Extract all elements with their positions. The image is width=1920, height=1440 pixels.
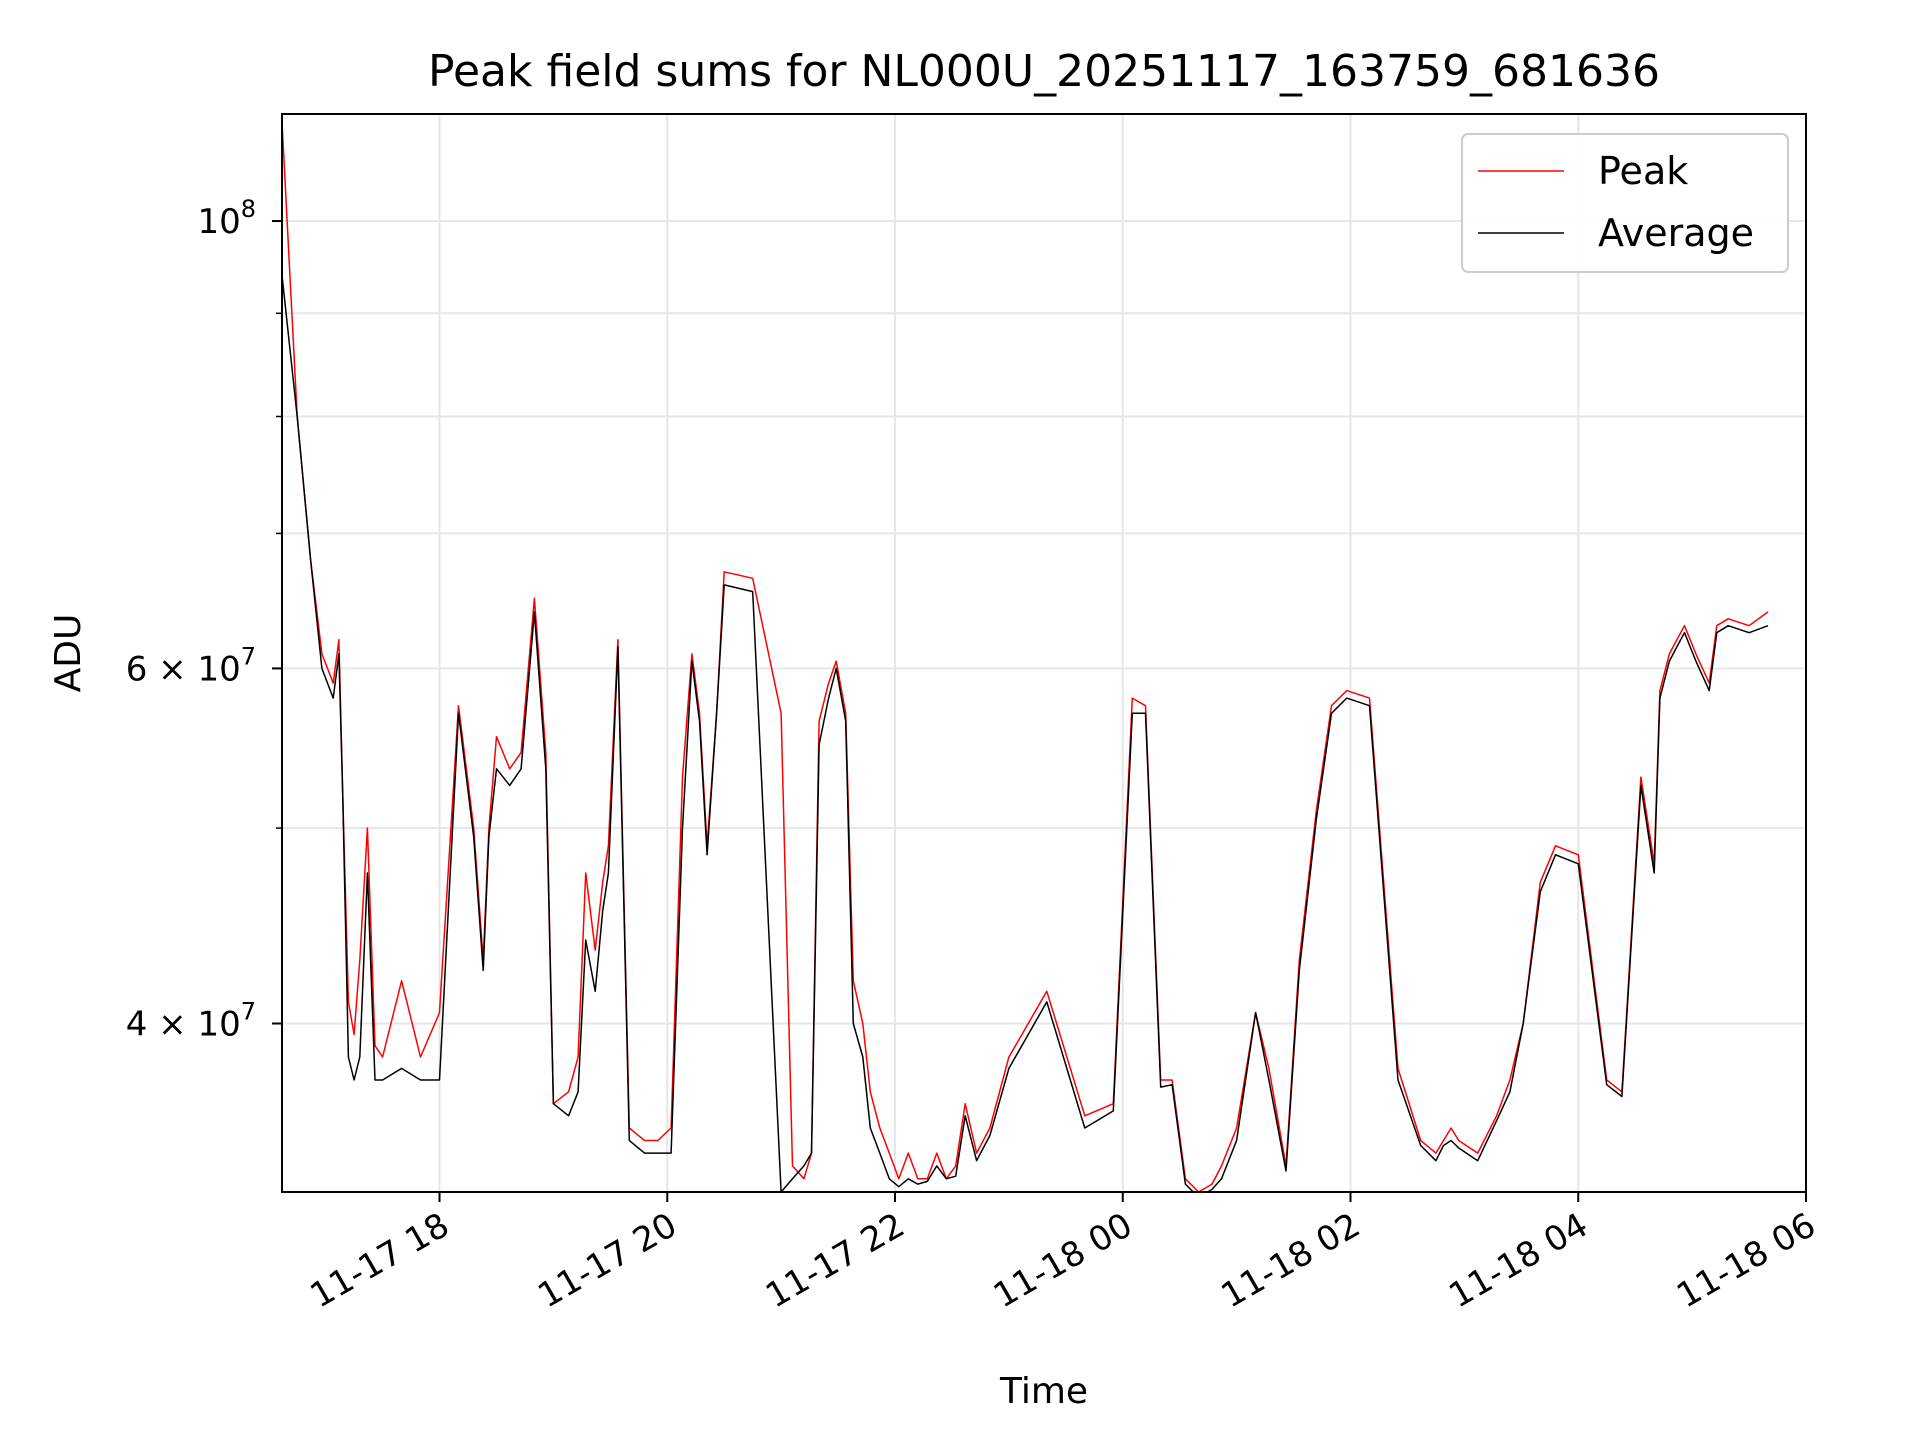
y-axis-label: ADU: [48, 614, 89, 693]
y-tick-label: 6 × 107: [126, 642, 256, 689]
legend-label-average: Average: [1598, 211, 1754, 255]
x-tick-label: 11-17 20: [531, 1205, 683, 1316]
grid: [282, 114, 1807, 1192]
x-axis-label: Time: [999, 1371, 1088, 1412]
legend: Peak Average: [1461, 133, 1789, 273]
plot-area: [282, 121, 1769, 1192]
y-tick-label: 4 × 107: [126, 998, 256, 1045]
series-line-peak: [282, 121, 1769, 1192]
x-tick-label: 11-18 04: [1442, 1205, 1594, 1316]
plot-frame: [281, 113, 1807, 1193]
chart-title: Peak field sums for NL000U_20251117_1637…: [428, 46, 1660, 97]
y-tick-label: 108: [197, 195, 256, 242]
series-line-average: [282, 275, 1769, 1192]
x-tick-label: 11-18 06: [1670, 1205, 1822, 1316]
legend-label-peak: Peak: [1598, 149, 1688, 193]
x-tick-label: 11-18 02: [1215, 1205, 1367, 1316]
legend-box: [1461, 133, 1789, 273]
x-tick-label: 11-18 00: [987, 1205, 1139, 1316]
x-tick-label: 11-17 18: [304, 1205, 456, 1316]
x-tick-label: 11-17 22: [759, 1205, 911, 1316]
